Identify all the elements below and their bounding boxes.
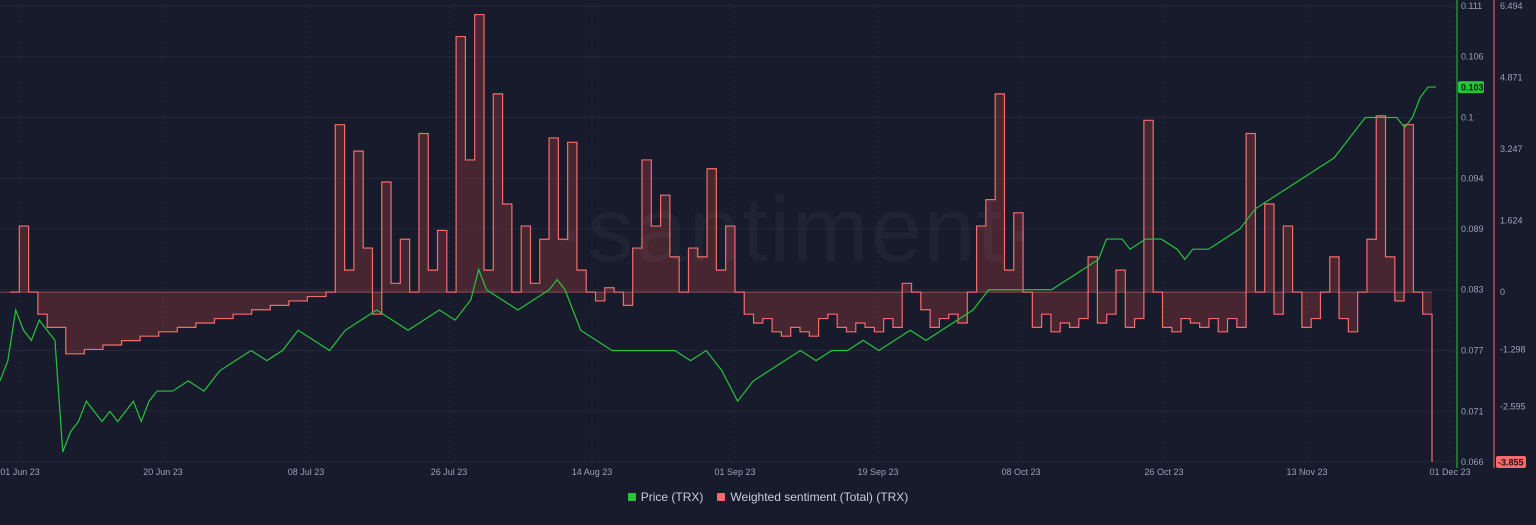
- sentiment-area: [10, 14, 1432, 463]
- legend: Price (TRX) Weighted sentiment (Total) (…: [0, 490, 1536, 504]
- x-tick-label: 13 Nov 23: [1286, 467, 1327, 477]
- x-tick-label: 26 Jul 23: [431, 467, 468, 477]
- legend-item-sentiment[interactable]: Weighted sentiment (Total) (TRX): [717, 490, 908, 504]
- x-tick-label: 01 Jun 23: [0, 467, 40, 477]
- legend-label-price: Price (TRX): [640, 490, 704, 504]
- price-tick-label: 0.066: [1461, 457, 1484, 467]
- sentiment-tick-label: 3.247: [1500, 144, 1523, 154]
- price-tick-label: 0.106: [1461, 52, 1484, 62]
- grid-layer: [0, 5, 1455, 463]
- sentiment-tick-label: -1.298: [1500, 344, 1526, 354]
- x-tick-label: 14 Aug 23: [572, 467, 613, 477]
- legend-label-sentiment: Weighted sentiment (Total) (TRX): [730, 490, 909, 504]
- sentiment-current-label: -3.855: [1498, 458, 1524, 468]
- price-tick-label: 0.1: [1461, 112, 1474, 122]
- x-tick-label: 26 Oct 23: [1144, 467, 1183, 477]
- price-line: [0, 86, 1436, 453]
- sentiment-tick-label: -2.595: [1500, 401, 1526, 411]
- x-tick-label: 08 Jul 23: [288, 467, 325, 477]
- sentiment-swatch: [717, 493, 726, 501]
- x-tick-label: 01 Sep 23: [714, 467, 755, 477]
- price-tick-label: 0.083: [1461, 285, 1484, 295]
- price-current-badge: [1458, 81, 1484, 94]
- axis-layer: 01 Jun 23 20 Jun 23 08 Jul 23 26 Jul 23 14 A…: [0, 0, 1526, 477]
- x-tick-label: 20 Jun 23: [143, 467, 183, 477]
- legend-item-price[interactable]: Price (TRX): [627, 490, 704, 504]
- santiment-watermark: ·santiment·: [555, 178, 1037, 283]
- price-tick-label: 0.094: [1461, 173, 1484, 183]
- sentiment-area-layer: [10, 14, 1432, 463]
- x-tick-label: 19 Sep 23: [857, 467, 898, 477]
- series-line-layer: [0, 13, 1436, 462]
- sentiment-tick-label: 4.871: [1500, 73, 1523, 83]
- sentiment-tick-label: 0: [1500, 287, 1505, 297]
- sentiment-current-badge: [1496, 456, 1526, 468]
- price-swatch: [627, 493, 636, 501]
- sentiment-line: [10, 13, 1433, 462]
- sentiment-tick-label: 6.494: [1500, 1, 1523, 11]
- price-tick-label: 0.077: [1461, 346, 1484, 356]
- price-current-label: 0.103: [1461, 83, 1484, 93]
- sentiment-tick-label: 1.624: [1500, 216, 1523, 226]
- price-tick-label: 0.071: [1461, 406, 1484, 416]
- price-tick-label: 0.089: [1461, 224, 1484, 234]
- price-tick-label: 0.111: [1461, 1, 1482, 11]
- x-tick-label: 08 Oct 23: [1001, 467, 1040, 477]
- x-tick-label: 01 Dec 23: [1429, 467, 1470, 477]
